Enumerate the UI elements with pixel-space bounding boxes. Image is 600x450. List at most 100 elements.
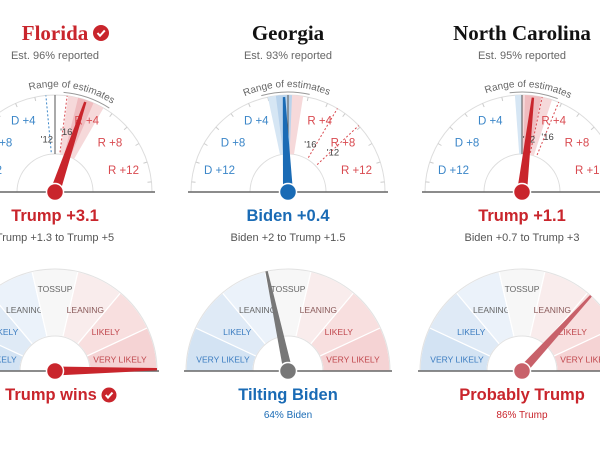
scale-label: D +8 <box>455 137 480 149</box>
scale-label: R +12 <box>575 165 600 177</box>
likelihood-label: LIKELY <box>457 327 486 337</box>
gauge-tick <box>248 103 251 108</box>
probability-needle <box>54 366 158 376</box>
past-result-label: '16 <box>304 139 316 150</box>
scale-label: R +8 <box>565 137 590 149</box>
gauge-tick <box>215 126 220 131</box>
past-result-label: '12 <box>327 147 339 158</box>
gauge-tick <box>576 113 580 118</box>
margin-gauge-arc <box>424 94 600 193</box>
gauge-tick <box>464 113 468 118</box>
gauge-tick <box>429 161 434 164</box>
gauge-tick <box>449 126 454 131</box>
margin-needle <box>50 101 87 194</box>
past-result-line <box>529 97 543 153</box>
likelihood-label: VERY LIKELY <box>0 355 17 365</box>
likelihood-label: LEANING <box>473 305 510 315</box>
outcome-label: Trump wins <box>5 386 97 404</box>
past-result-line <box>45 95 52 153</box>
range-wedge-dem <box>514 95 522 155</box>
scale-label: D +12 <box>204 165 235 177</box>
past-result-line <box>536 102 560 156</box>
likelihood-outline <box>0 268 158 372</box>
scale-label: R +8 <box>331 137 356 149</box>
range-bracket <box>509 91 558 100</box>
probability-needle <box>265 271 293 372</box>
reported-status: Est. 96% reported <box>11 50 99 62</box>
scale-label: D +8 <box>0 137 12 149</box>
past-result-label: '12 <box>41 135 53 146</box>
likelihood-label: LEANING <box>67 305 104 315</box>
gauge-tick <box>559 103 562 108</box>
scale-label: R +4 <box>307 116 332 128</box>
scale-label: R +8 <box>98 137 123 149</box>
likelihood-label: LEANING <box>534 305 571 315</box>
scale-label: R +4 <box>541 116 566 128</box>
gauge-tick <box>501 97 504 102</box>
past-result-line <box>307 108 338 158</box>
past-result-label: '16 <box>60 127 72 138</box>
gauge-tick <box>342 113 346 118</box>
likelihood-label: VERY LIKELY <box>560 355 600 365</box>
gauge-tick <box>482 103 485 108</box>
likelihood-label: LIKELY <box>559 327 588 337</box>
margin-range: Biden +0.7 to Trump +3 <box>465 232 580 244</box>
outcome-label: Tilting Biden <box>238 386 338 404</box>
scale-label: R +12 <box>341 165 372 177</box>
outcome-probability: 86% Trump <box>496 410 548 421</box>
range-wedge-rep <box>288 95 304 155</box>
check-mark <box>104 391 114 400</box>
probability-needle-hub <box>45 361 65 381</box>
state-panel-florida: Florida Est. 96% reported '12 '16 D +12 D +8 D… <box>0 21 159 404</box>
check-circle-icon <box>93 25 109 41</box>
margin-range: Trump +1.3 to Trump +5 <box>0 232 114 244</box>
range-bracket <box>261 91 310 97</box>
margin-estimate: Biden +0.4 <box>247 207 331 225</box>
likelihood-label: LIKELY <box>325 327 354 337</box>
gauge-tick <box>356 126 361 131</box>
gauge-tick <box>109 113 113 118</box>
gauge-tick <box>306 97 309 102</box>
scale-label: D +4 <box>11 116 36 128</box>
gauge-tick <box>195 161 200 164</box>
likelihood-label: LIKELY <box>0 327 19 337</box>
past-result-line <box>316 125 360 165</box>
scale-label: D +8 <box>221 137 246 149</box>
probability-needle-hub <box>512 361 532 381</box>
reported-status: Est. 93% reported <box>244 50 332 62</box>
scale-label: D +4 <box>478 116 503 128</box>
margin-needle <box>517 97 535 193</box>
reported-status: Est. 95% reported <box>478 50 566 62</box>
likelihood-label: VERY LIKELY <box>326 355 380 365</box>
margin-needle-hub <box>278 182 298 202</box>
gauge-tick <box>135 143 140 146</box>
probability-needle-hub <box>278 361 298 381</box>
gauge-tick <box>368 143 373 146</box>
likelihood-label: LEANING <box>6 305 43 315</box>
past-result-line <box>59 95 68 153</box>
likelihood-label: VERY LIKELY <box>93 355 147 365</box>
state-panel-georgia: Georgia Est. 93% reported '16 '12 D +12 D +8 D… <box>184 21 392 421</box>
gauge-tick <box>143 161 148 164</box>
range-bracket <box>63 91 110 109</box>
state-title: North Carolina <box>453 21 591 45</box>
scale-label: D +12 <box>438 165 469 177</box>
likelihood-label: TOSSUP <box>271 284 306 294</box>
likelihood-label: LEANING <box>239 305 276 315</box>
likelihood-label: LIKELY <box>223 327 252 337</box>
gauge-tick <box>437 143 442 146</box>
scale-label: D +12 <box>0 165 2 177</box>
margin-estimate: Trump +3.1 <box>11 207 99 225</box>
gauge-tick <box>325 103 328 108</box>
outcome-label: Probably Trump <box>459 386 585 404</box>
margin-estimate: Trump +1.1 <box>478 207 566 225</box>
gauge-tick <box>376 161 381 164</box>
gauge-tick <box>34 97 37 102</box>
state-title: Georgia <box>252 21 325 45</box>
likelihood-outline <box>419 268 600 372</box>
state-title: Florida <box>22 21 89 45</box>
likelihood-label: TOSSUP <box>505 284 540 294</box>
check-circle-icon <box>101 387 117 403</box>
